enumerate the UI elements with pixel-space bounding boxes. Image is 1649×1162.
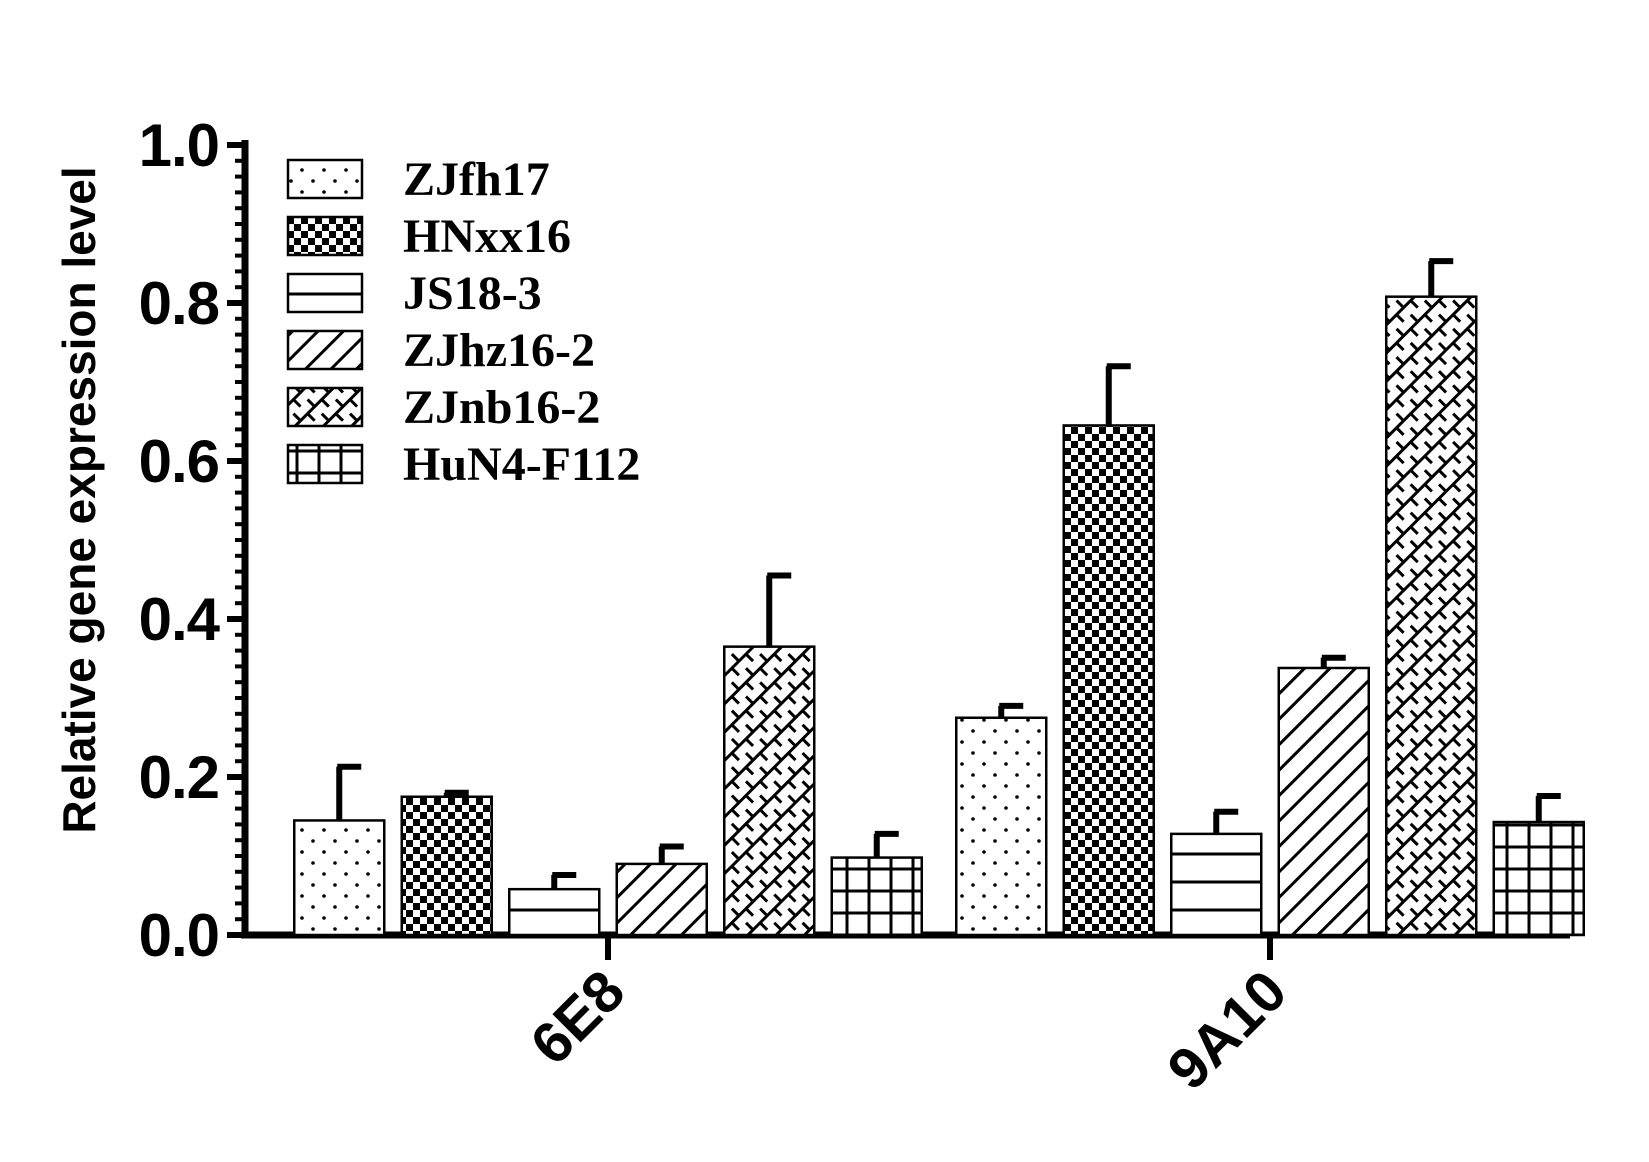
axes-layer: 0.0 0.2 0.4 0.6 0.8 1.0 6E8 9A10 (139, 112, 1570, 1102)
y-tick-label: 0.6 (139, 428, 219, 495)
y-tick-label: 0.4 (139, 586, 221, 653)
y-tick-label: 1.0 (139, 112, 219, 179)
legend: ZJfh17HNxx16JS18-3ZJhz16-2ZJnb16-2HuN4-F… (286, 153, 640, 491)
legend-label: HNxx16 (403, 210, 571, 263)
bars-layer (293, 258, 1585, 937)
legend-swatch (286, 215, 364, 257)
legend-label: HuN4-F112 (403, 438, 640, 491)
legend-swatch (286, 272, 364, 314)
legend-swatch (286, 386, 364, 428)
legend-swatch (286, 443, 364, 485)
legend-label: ZJfh17 (403, 153, 550, 206)
x-category-label: 6E8 (518, 958, 637, 1077)
bar (1062, 424, 1155, 937)
legend-swatch (286, 158, 364, 200)
bar (1277, 666, 1370, 937)
y-tick-label: 0.0 (139, 902, 219, 969)
y-tick-label: 0.8 (139, 270, 219, 337)
bar (723, 645, 816, 937)
legend-label: JS18-3 (403, 267, 542, 320)
legend-swatch (286, 329, 364, 371)
x-category-label: 9A10 (1155, 958, 1299, 1102)
bar (1492, 820, 1585, 937)
bar (400, 795, 493, 937)
bar (508, 887, 601, 937)
bar (1385, 295, 1478, 937)
bar (615, 862, 708, 937)
legend-label: ZJnb16-2 (403, 381, 600, 434)
bar (955, 716, 1048, 937)
bar (293, 819, 386, 937)
bar (1170, 832, 1263, 937)
legend-label: ZJhz16-2 (403, 324, 595, 377)
bar (830, 856, 923, 937)
y-tick-label: 0.2 (139, 744, 219, 811)
y-axis-title: Relative gene expression level (53, 166, 105, 833)
